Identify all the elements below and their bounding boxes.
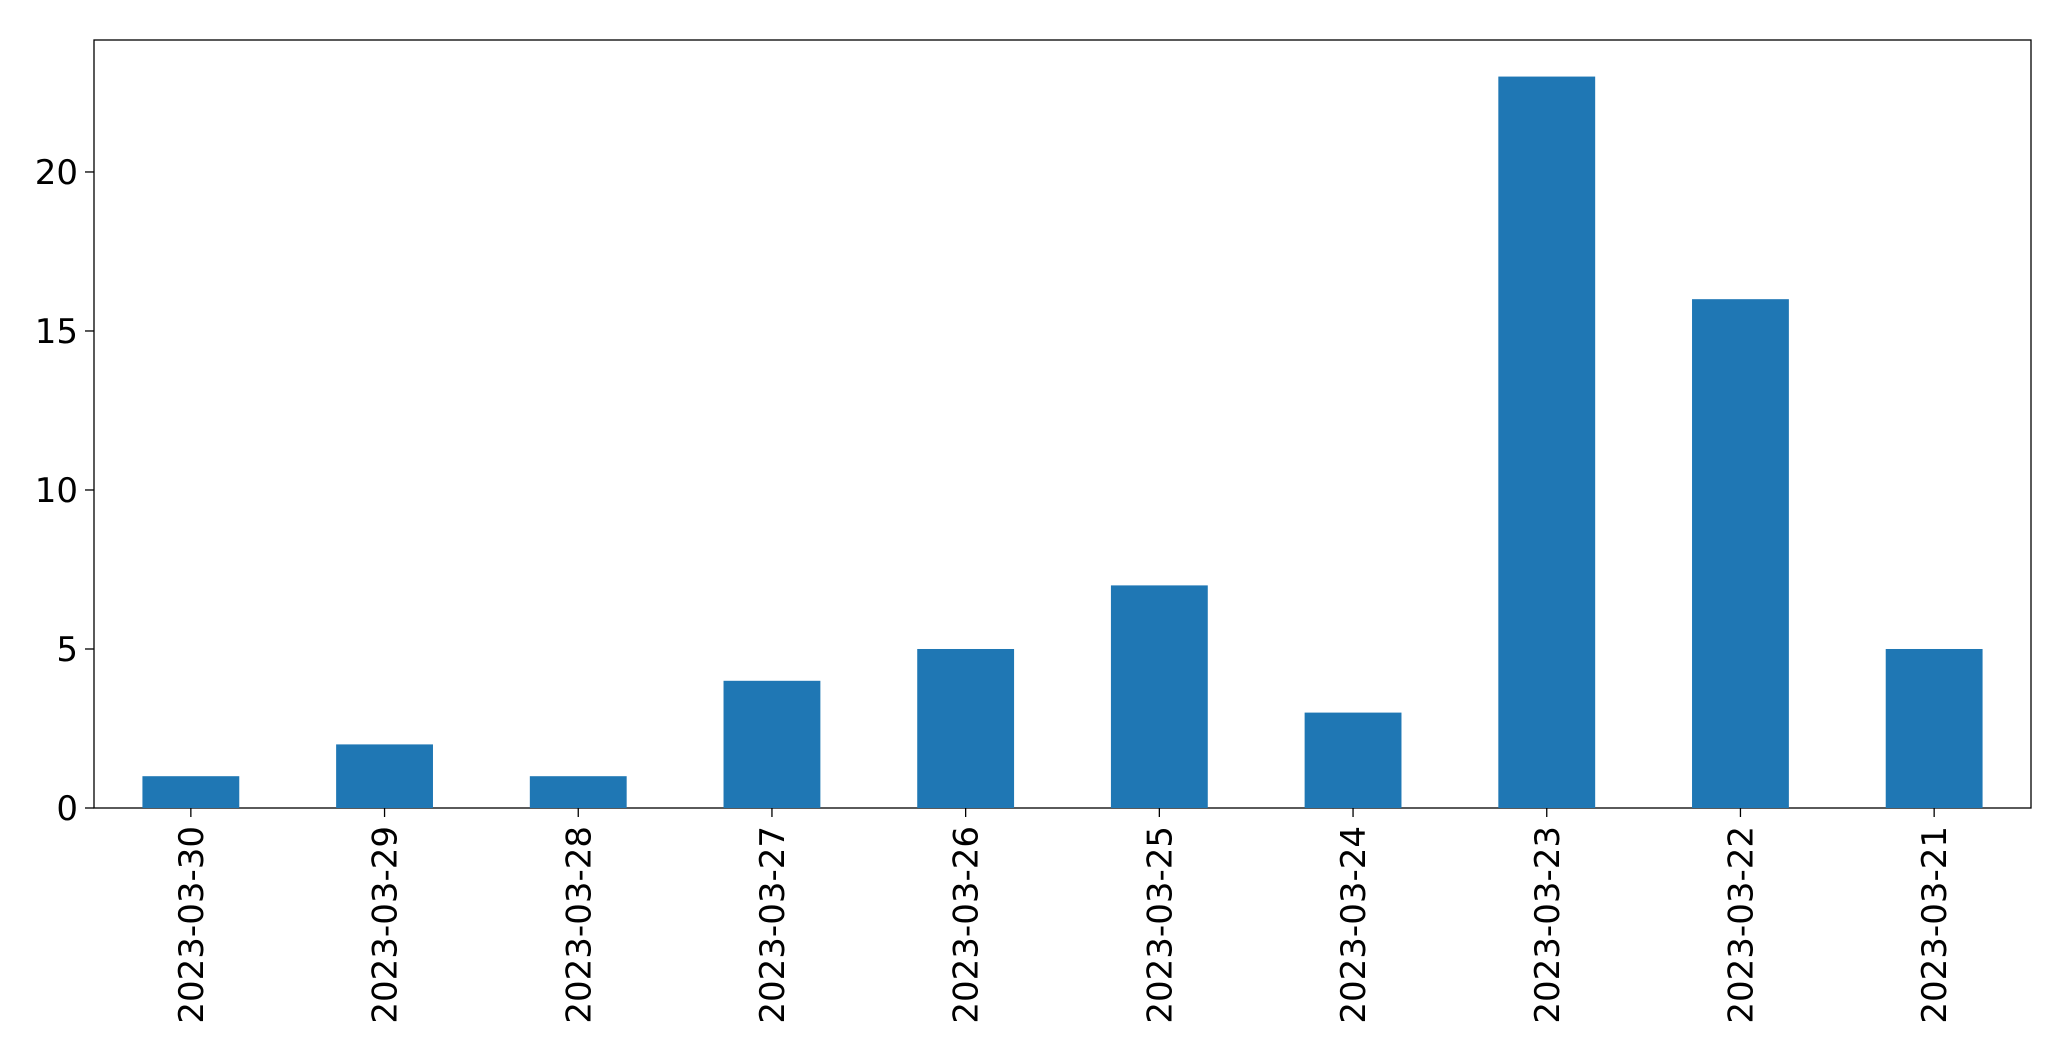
y-tick-label: 15 [35,312,78,352]
x-tick-label: 2023-03-29 [366,826,406,1024]
bar [1110,585,1208,808]
x-tick-label: 2023-03-25 [1140,826,1180,1024]
bar [723,680,821,808]
plot-frame [93,39,2032,809]
x-tick-label: 2023-03-23 [1528,826,1568,1024]
bar [1304,712,1402,808]
x-tick-label: 2023-03-21 [1915,826,1955,1024]
bar [529,776,627,808]
x-tick-label: 2023-03-27 [753,826,793,1024]
bar [336,744,433,808]
y-tick-label: 20 [35,153,78,193]
y-tick-label: 0 [56,789,78,829]
bar [1498,76,1596,809]
x-tick-label: 2023-03-28 [559,826,599,1024]
x-tick-label: 2023-03-26 [947,826,987,1024]
x-tick-label: 2023-03-22 [1721,826,1761,1024]
x-tick-label: 2023-03-30 [172,826,212,1024]
y-tick-label: 10 [35,471,78,511]
bar [917,648,1015,808]
y-tick-label: 5 [56,630,78,670]
bar [1692,299,1789,808]
x-tick-label: 2023-03-24 [1334,826,1374,1024]
bar [1885,648,1983,808]
bar [142,776,240,808]
